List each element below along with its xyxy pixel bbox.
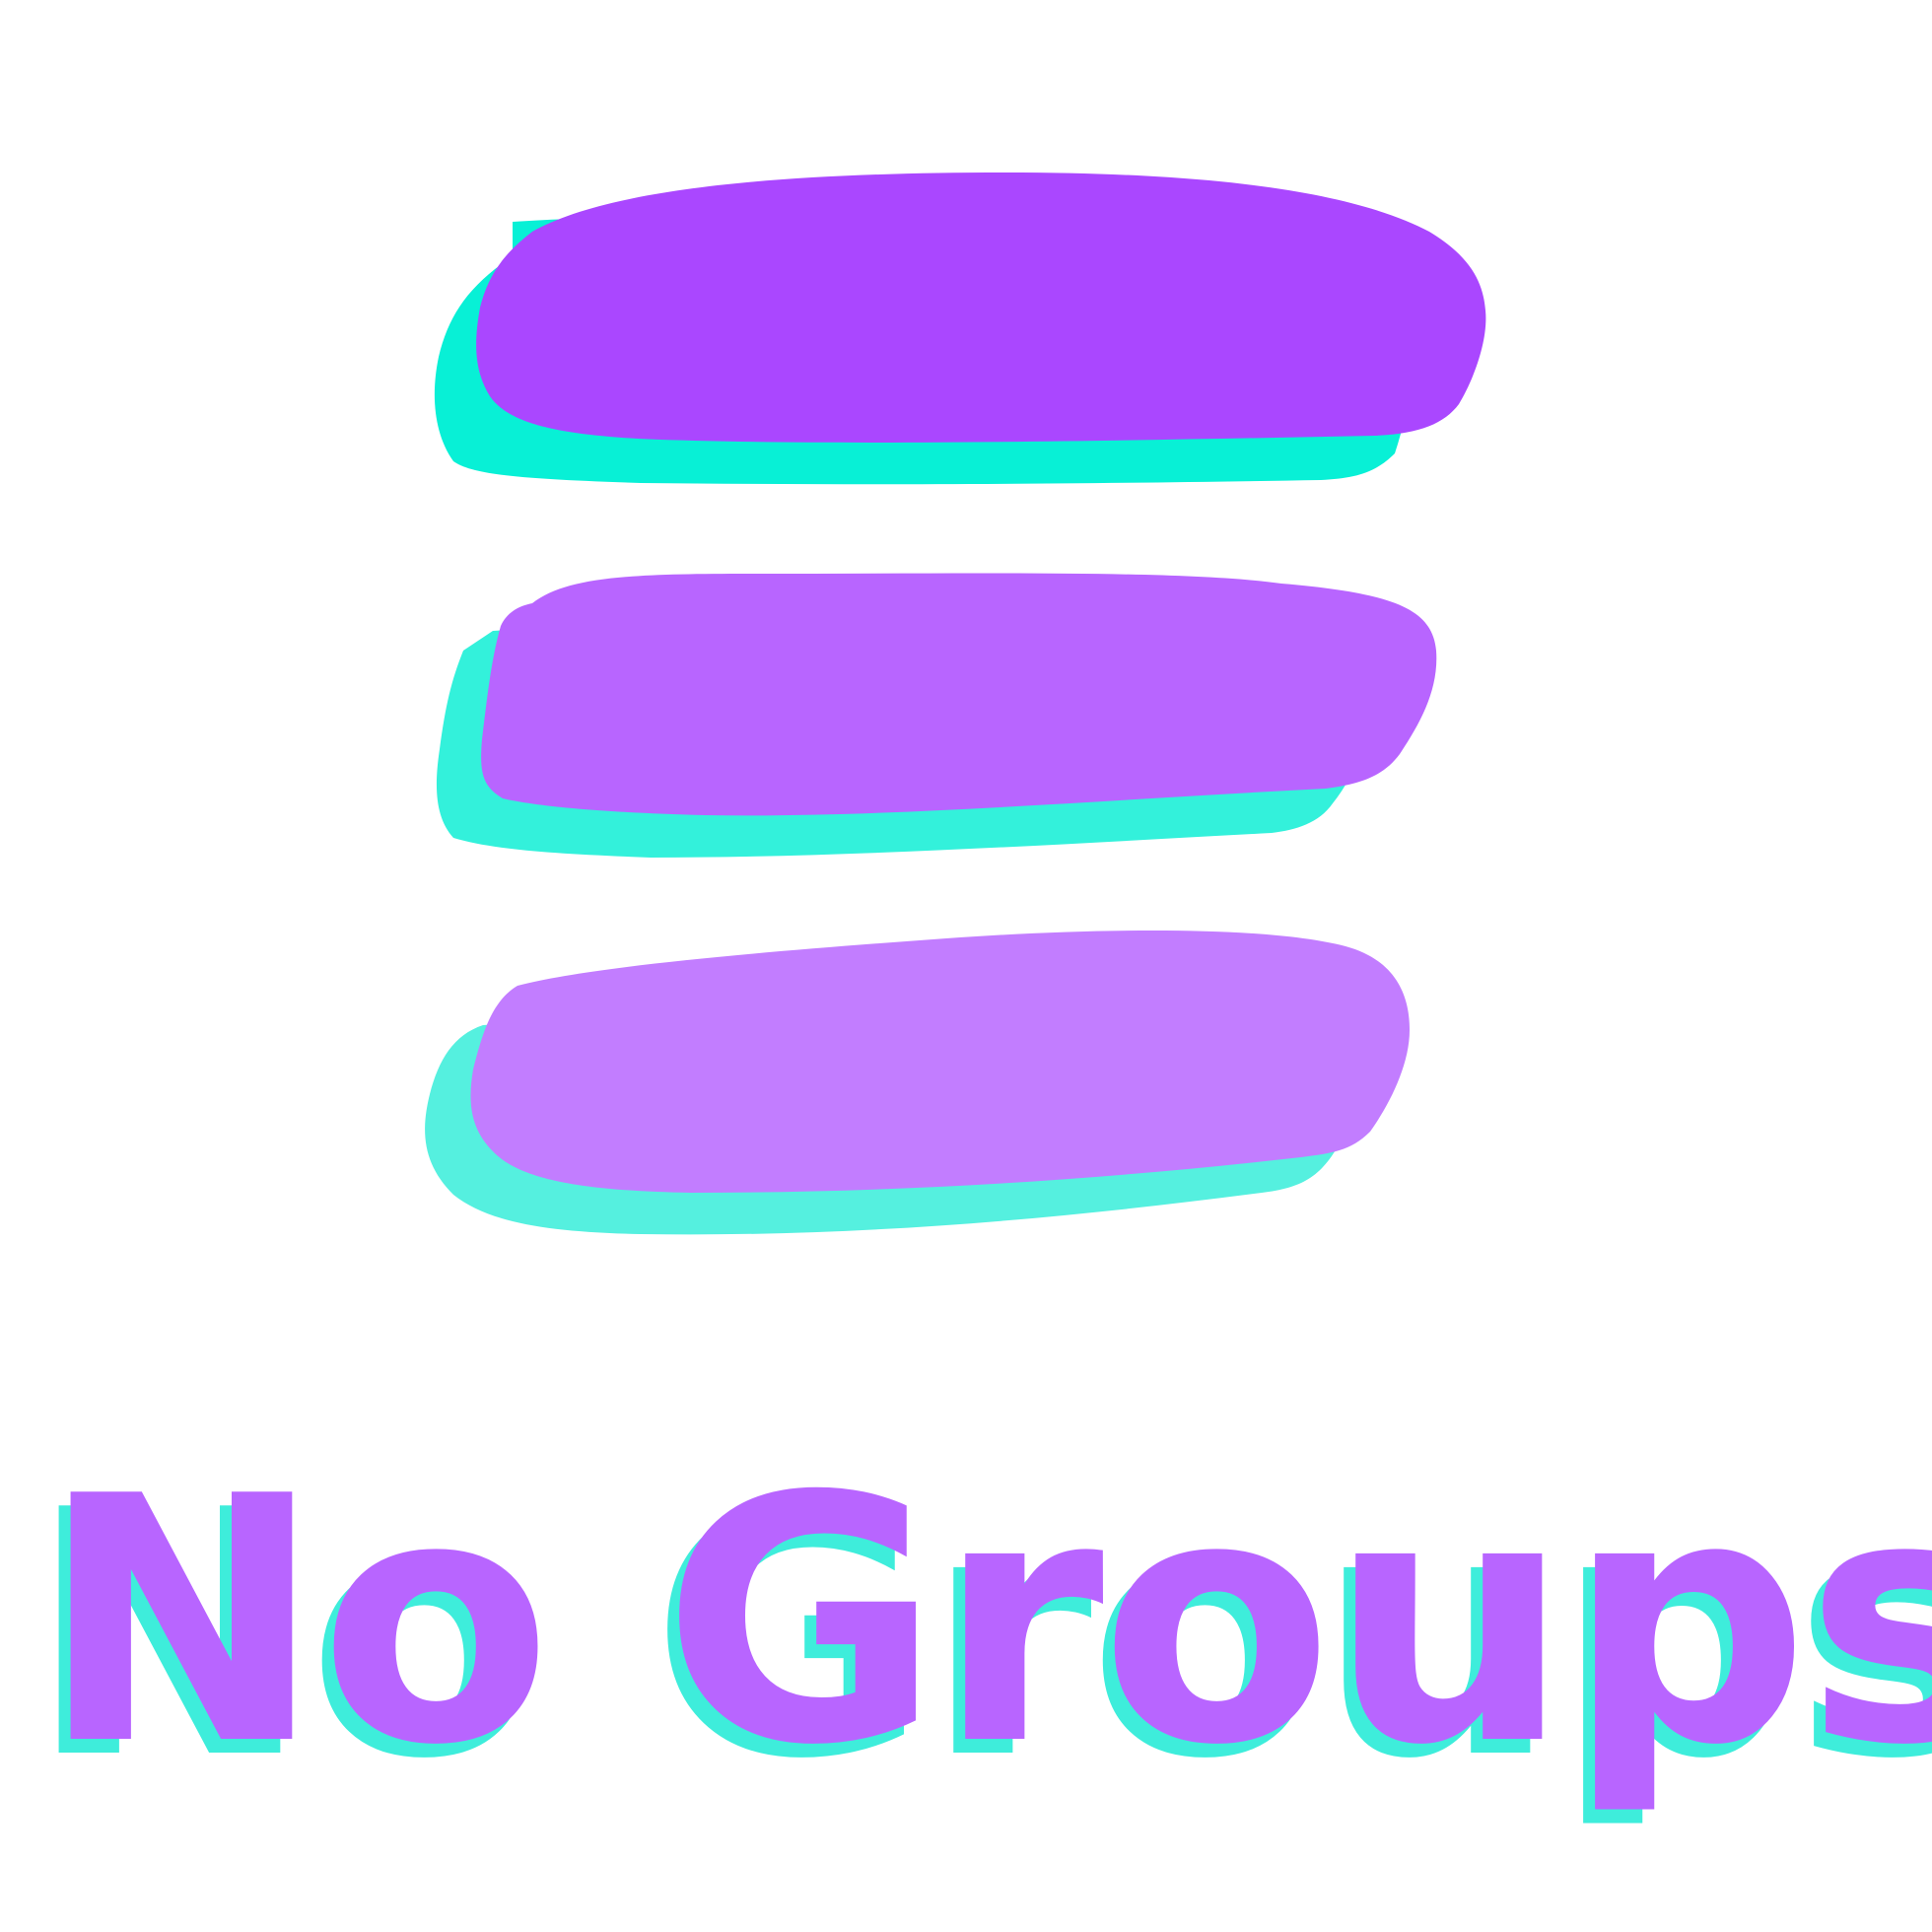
bar-2: [481, 573, 1437, 816]
bar-3: [470, 930, 1410, 1193]
empty-state-title: No Groups No Groups: [0, 1439, 1932, 1873]
page-title: No Groups: [39, 1425, 1932, 1820]
stacked-bars-icon: [425, 172, 1486, 1235]
bar-1: [476, 172, 1486, 443]
title-shadow: No Groups: [28, 1439, 1932, 1833]
